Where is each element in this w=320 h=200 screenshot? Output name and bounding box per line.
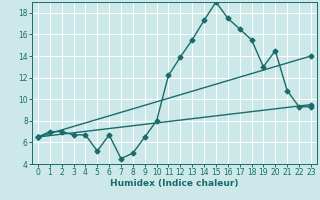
- X-axis label: Humidex (Indice chaleur): Humidex (Indice chaleur): [110, 179, 239, 188]
